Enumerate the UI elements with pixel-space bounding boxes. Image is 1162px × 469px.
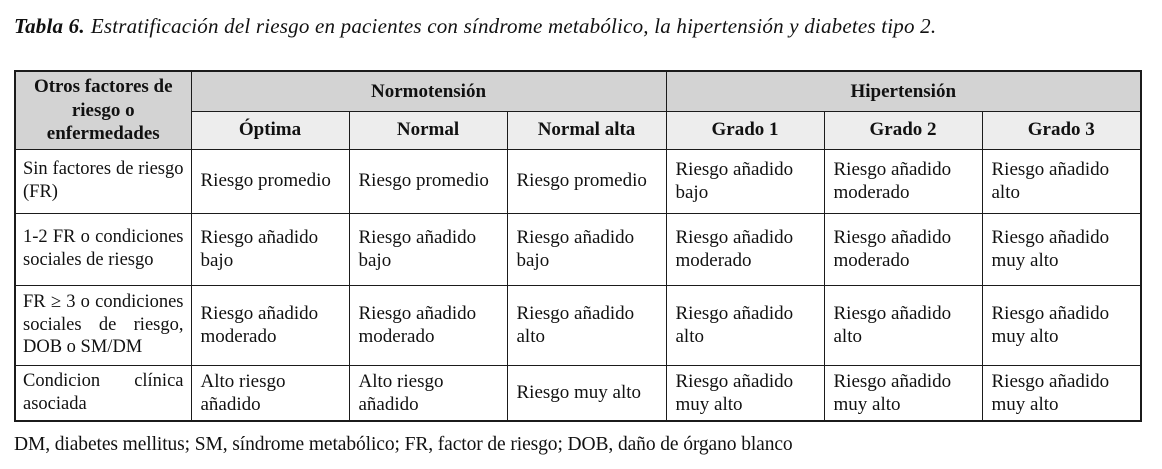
table-row: FR ≥ 3 o condiciones sociales de riesgo,…: [14, 284, 1142, 366]
risk-cell: Alto riesgo añadido: [348, 364, 508, 422]
risk-cell: Riesgo añadido moderado: [348, 284, 508, 366]
risk-cell: Riesgo añadido muy alto: [981, 284, 1142, 366]
risk-cell: Riesgo añadido bajo: [506, 212, 667, 286]
risk-stratification-table: Otros factores de riesgo o enfermedades …: [14, 70, 1142, 422]
risk-cell: Riesgo añadido bajo: [665, 148, 825, 214]
risk-cell: Riesgo muy alto: [506, 364, 667, 422]
group-header-row: Otros factores de riesgo o enfermedades …: [14, 70, 1142, 150]
abbreviations-footnote: DM, diabetes mellitus; SM, síndrome meta…: [14, 434, 793, 455]
row-header: FR ≥ 3 o condiciones sociales de riesgo,…: [14, 284, 192, 366]
table-caption-label: Tabla 6.: [14, 14, 85, 38]
table-row: Sin factores de riesgo (FR) Riesgo prome…: [14, 148, 1142, 214]
sub-header-row: Óptima Normal Normal alta Grado 1 Grado …: [15, 110, 1142, 150]
risk-cell: Riesgo añadido alto: [823, 284, 983, 366]
column-header-grado-3: Grado 3: [981, 110, 1142, 150]
risk-cell: Riesgo añadido alto: [665, 284, 825, 366]
group-header-normotension: Normotensión: [190, 70, 667, 112]
risk-cell: Riesgo promedio: [348, 148, 508, 214]
risk-cell: Riesgo promedio: [190, 148, 350, 214]
table-caption-text: Estratificación del riesgo en pacientes …: [90, 14, 937, 38]
risk-cell: Riesgo añadido alto: [506, 284, 667, 366]
column-header-normal: Normal: [348, 110, 508, 150]
table-row: 1-2 FR o condiciones sociales de riesgo …: [14, 212, 1142, 286]
table-caption: Tabla 6. Estratificación del riesgo en pa…: [14, 14, 1148, 39]
risk-cell: Riesgo añadido moderado: [823, 212, 983, 286]
risk-cell: Riesgo añadido moderado: [665, 212, 825, 286]
row-header: 1-2 FR o condiciones sociales de riesgo: [14, 212, 192, 286]
row-header: Sin factores de riesgo (FR): [14, 148, 192, 214]
table-row: Condicion clínica asociada Alto riesgo a…: [14, 364, 1142, 422]
risk-cell: Riesgo promedio: [506, 148, 667, 214]
risk-cell: Riesgo añadido muy alto: [981, 364, 1142, 422]
column-header-grado-2: Grado 2: [823, 110, 983, 150]
column-header-grado-1: Grado 1: [665, 110, 825, 150]
risk-cell: Riesgo añadido muy alto: [981, 212, 1142, 286]
column-header-normal-alta: Normal alta: [506, 110, 667, 150]
risk-cell: Riesgo añadido bajo: [348, 212, 508, 286]
risk-cell: Riesgo añadido moderado: [823, 148, 983, 214]
risk-cell: Alto riesgo añadido: [190, 364, 350, 422]
column-header-optima: Óptima: [190, 110, 350, 150]
risk-cell: Riesgo añadido muy alto: [665, 364, 825, 422]
risk-cell: Riesgo añadido muy alto: [823, 364, 983, 422]
risk-cell: Riesgo añadido bajo: [190, 212, 350, 286]
risk-cell: Riesgo añadido alto: [981, 148, 1142, 214]
risk-cell: Riesgo añadido moderado: [190, 284, 350, 366]
group-header-hipertension: Hipertensión: [665, 70, 1142, 112]
row-header: Condicion clínica asociada: [14, 364, 192, 422]
corner-header-cell: Otros factores de riesgo o enfermedades: [14, 70, 192, 150]
